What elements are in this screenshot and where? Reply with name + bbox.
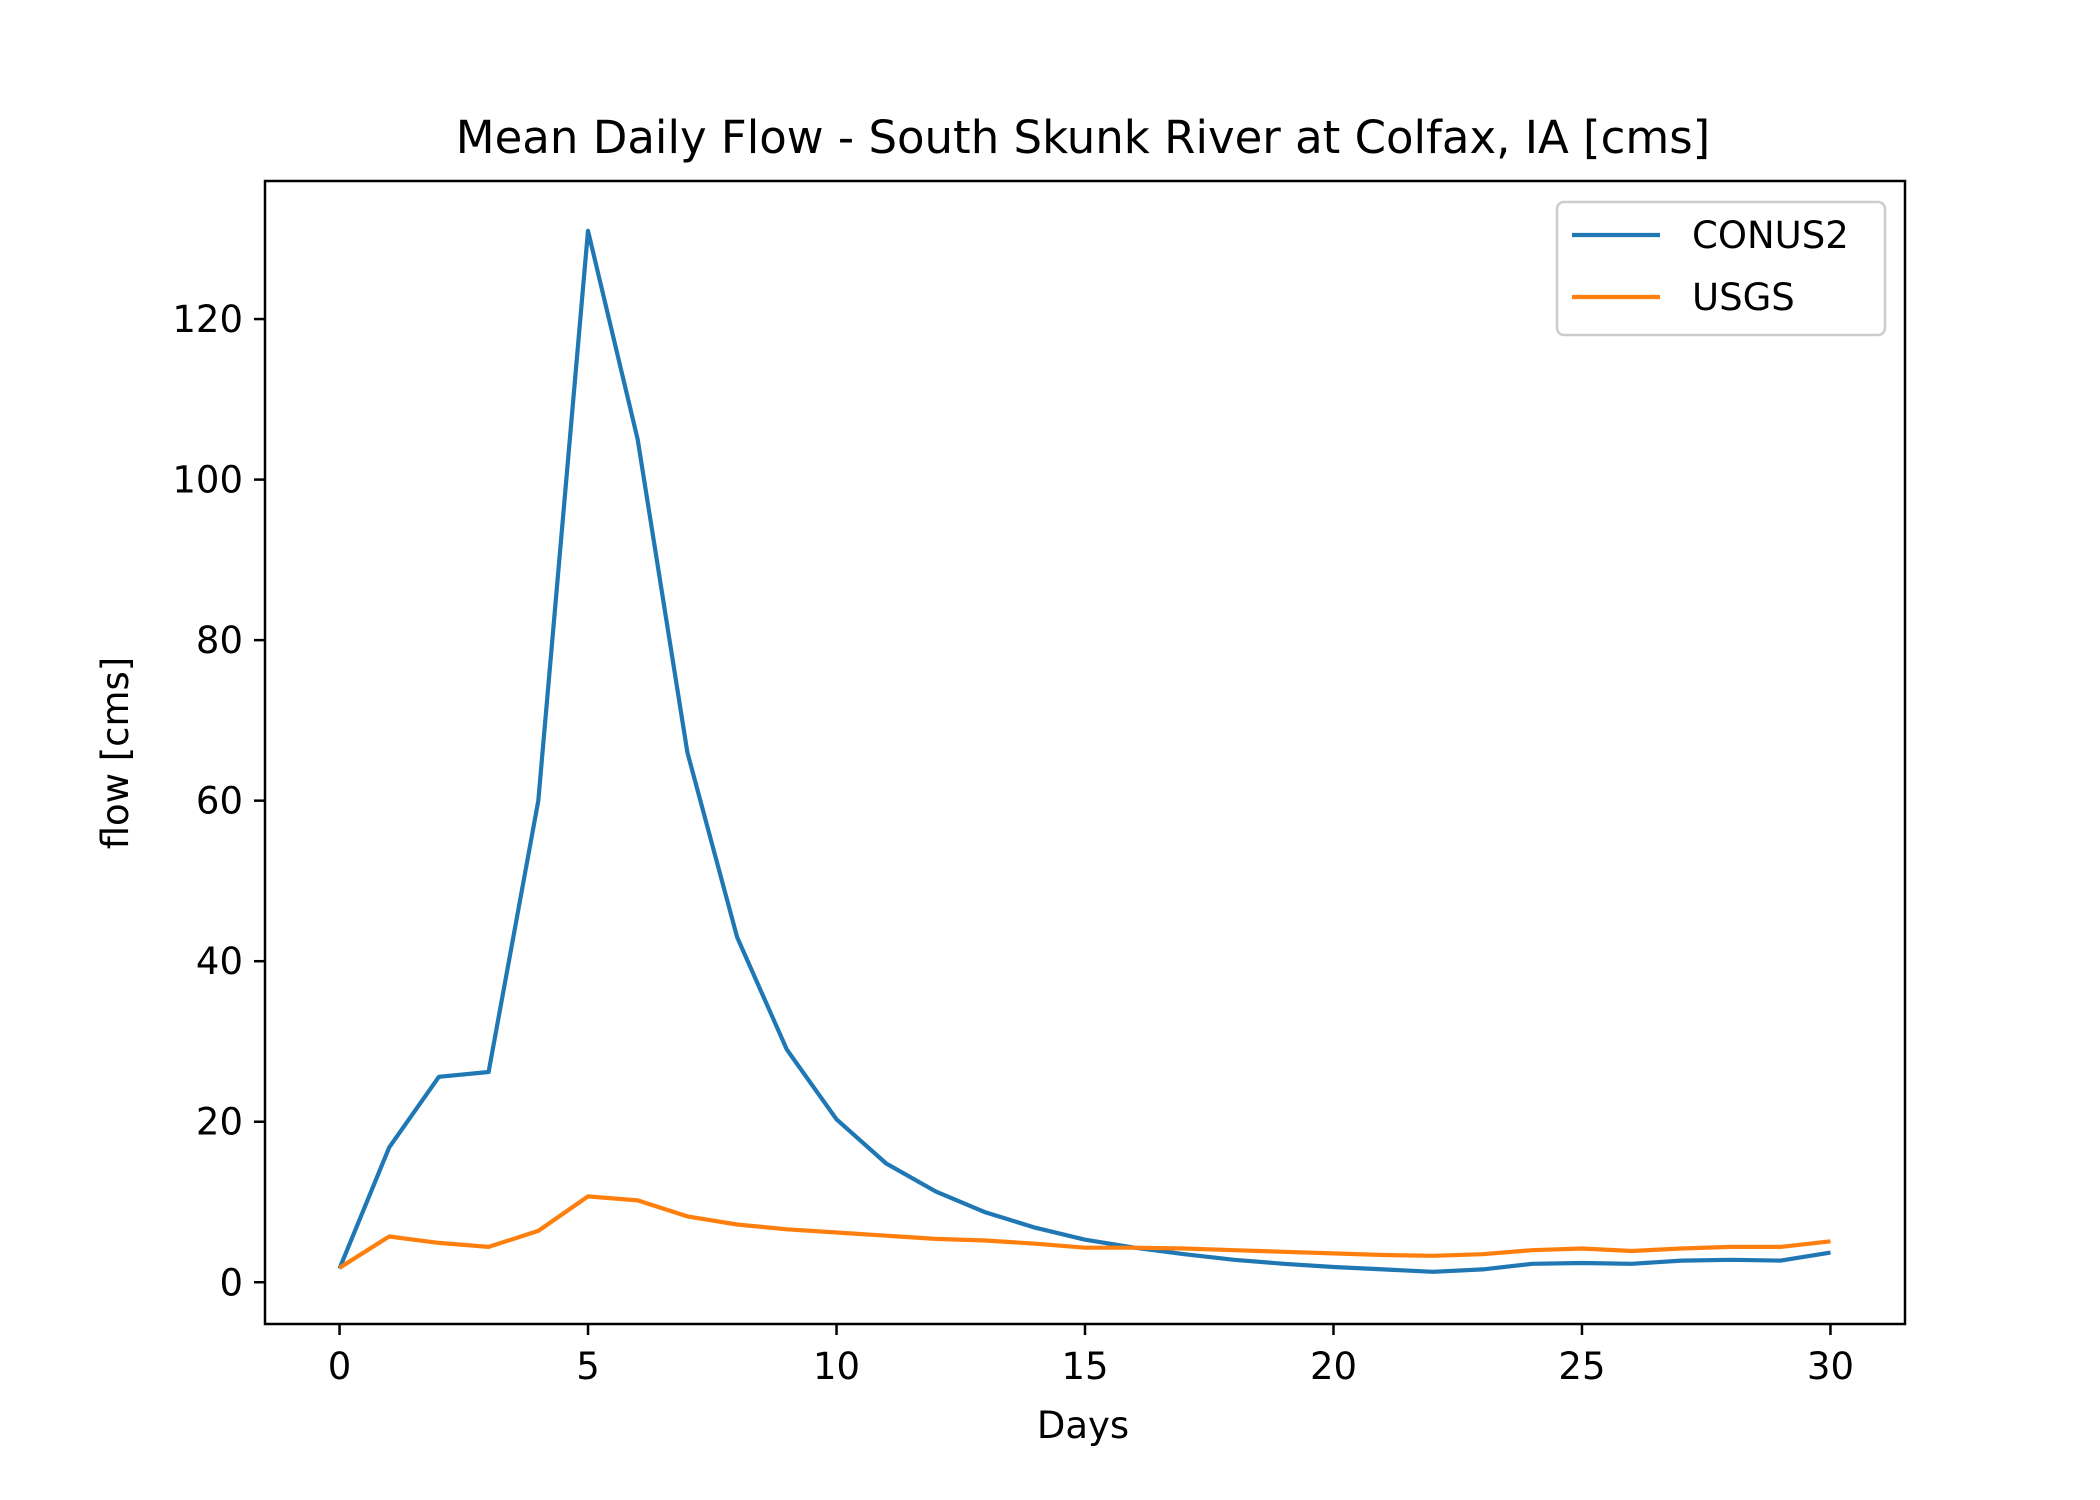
chart-title: Mean Daily Flow - South Skunk River at C…	[456, 111, 1710, 164]
legend-label-conus2: CONUS2	[1692, 214, 1849, 257]
y-axis-label: flow [cms]	[94, 657, 137, 850]
y-tick-label: 80	[196, 619, 243, 662]
x-axis-label: Days	[1037, 1404, 1129, 1447]
x-tick-label: 10	[813, 1345, 860, 1388]
legend: CONUS2 USGS	[1555, 200, 1887, 337]
x-tick-label: 20	[1310, 1345, 1357, 1388]
x-tick-label: 15	[1061, 1345, 1108, 1388]
y-tick-label: 0	[219, 1261, 243, 1304]
x-tick-label: 30	[1807, 1345, 1854, 1388]
series-line-usgs	[338, 1194, 1831, 1270]
axis-ticks: 0 5 10 15 20 25 30 0 20 40 60 80 100 120	[172, 298, 1854, 1388]
x-tick-label: 5	[576, 1345, 600, 1388]
y-tick-label: 100	[172, 459, 243, 502]
x-tick-label: 25	[1558, 1345, 1605, 1388]
plot-lines	[337, 228, 1831, 1274]
legend-label-usgs: USGS	[1692, 276, 1795, 319]
y-tick-label: 60	[196, 780, 243, 823]
plot-area-frame	[263, 179, 1907, 1326]
y-tick-label: 20	[196, 1101, 243, 1144]
series-line-conus2	[337, 228, 1831, 1274]
y-tick-label: 120	[172, 298, 243, 341]
x-tick-label: 0	[328, 1345, 352, 1388]
y-tick-label: 40	[196, 940, 243, 983]
